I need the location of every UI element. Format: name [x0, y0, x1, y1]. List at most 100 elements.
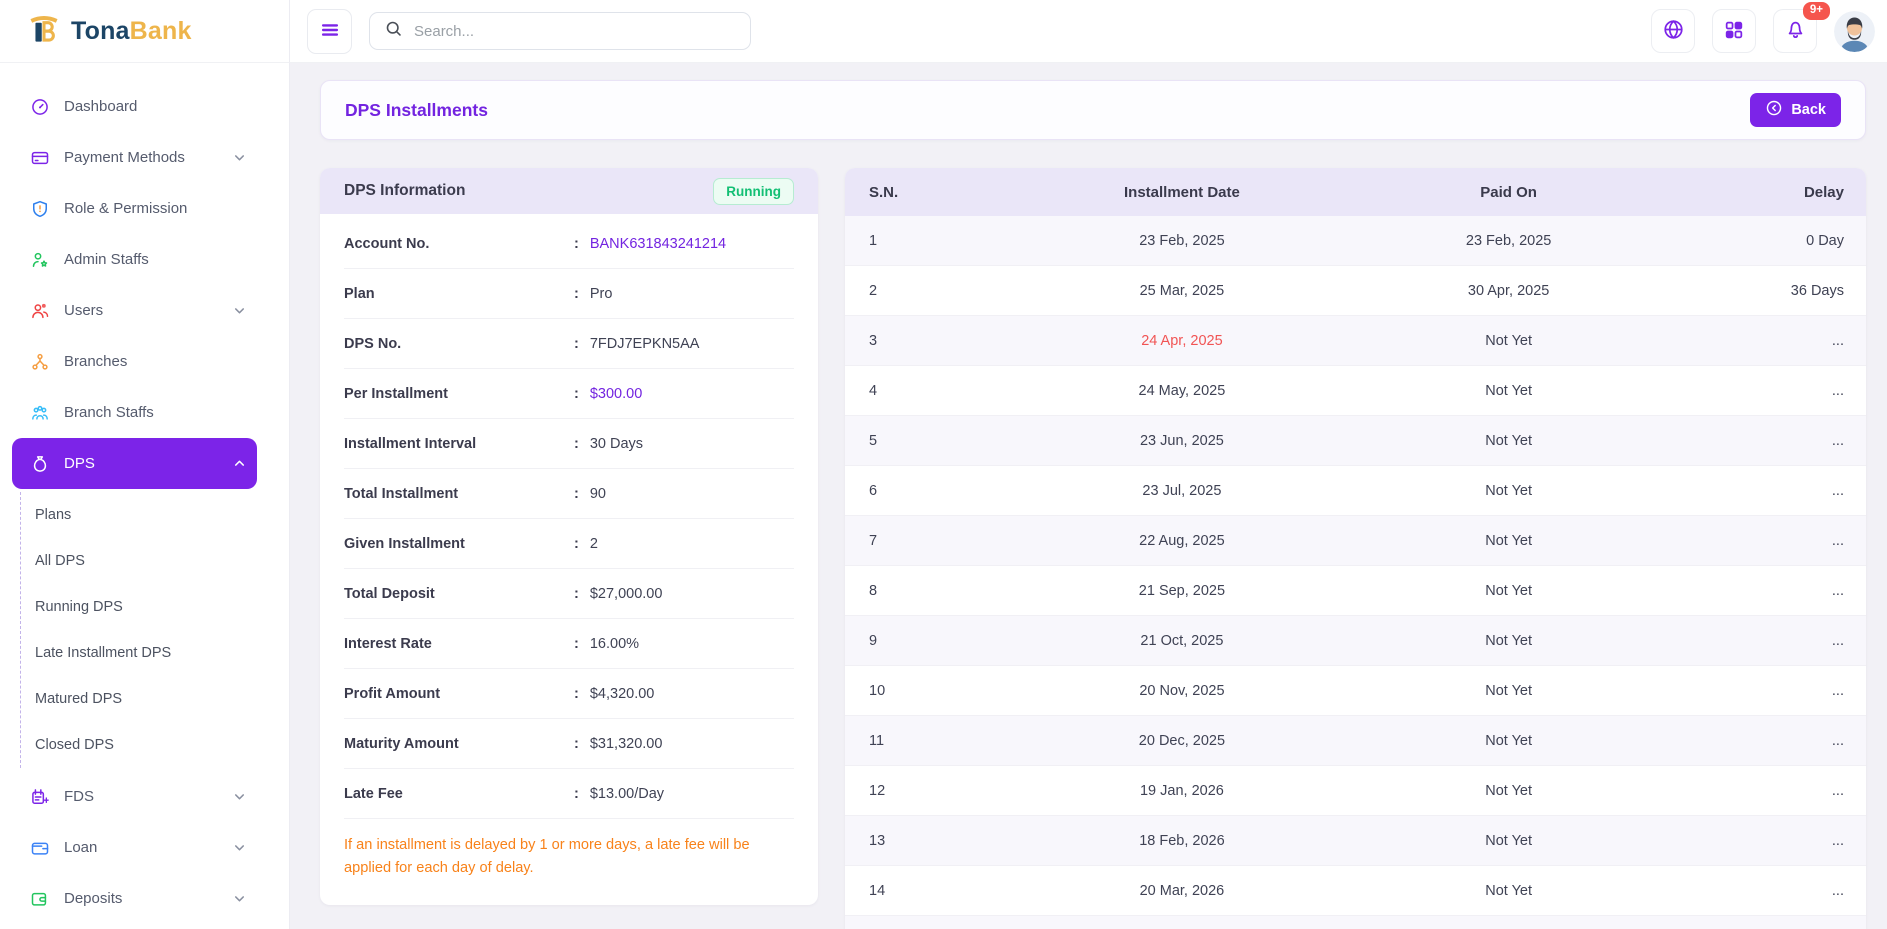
- info-value: $4,320.00: [589, 685, 655, 702]
- table-row: 12 19 Jan, 2026 Not Yet ...: [845, 766, 1866, 816]
- cell-sn: 4: [869, 382, 878, 399]
- dps-information-body: Account No. : BANK631843241214 Plan : Pr…: [320, 214, 818, 819]
- cell-paid-on: Not Yet: [1485, 632, 1533, 649]
- table-row: 14 20 Mar, 2026 Not Yet ...: [845, 866, 1866, 916]
- info-value: Pro: [589, 285, 613, 302]
- cell-delay: ...: [1831, 382, 1844, 399]
- cell-sn: 5: [869, 432, 878, 449]
- info-row: Plan : Pro: [344, 269, 794, 319]
- cell-paid-on: Not Yet: [1485, 682, 1533, 699]
- cell-sn: 10: [869, 682, 886, 699]
- sidebar-subitem-all-dps[interactable]: All DPS: [35, 553, 85, 569]
- brand-name: TonaBank: [71, 16, 192, 45]
- table-body: 1 23 Feb, 2025 23 Feb, 2025 0 Day 2 25 M…: [845, 216, 1866, 916]
- brand-logo[interactable]: TonaBank: [0, 0, 290, 63]
- cell-installment-date: 21 Sep, 2025: [1138, 582, 1226, 599]
- sidebar-toggle-button[interactable]: [307, 8, 352, 54]
- sidebar-item-branches[interactable]: Branches: [12, 336, 257, 387]
- cell-paid-on: Not Yet: [1485, 782, 1533, 799]
- sidebar-item-branch-staffs[interactable]: Branch Staffs: [12, 387, 257, 438]
- back-button[interactable]: Back: [1750, 93, 1841, 127]
- search-input[interactable]: [414, 22, 736, 40]
- dps-information-header: DPS Information Running: [320, 168, 818, 214]
- chevron-down-icon: [232, 303, 247, 318]
- installments-table: S.N. Installment Date Paid On Delay 1 23…: [845, 168, 1866, 929]
- card-title: DPS Information: [344, 182, 466, 199]
- dps-information-card: DPS Information Running Account No. : BA…: [320, 168, 818, 905]
- table-row: 9 21 Oct, 2025 Not Yet ...: [845, 616, 1866, 666]
- cell-delay: ...: [1831, 332, 1844, 349]
- sidebar-subitem-late-installment-dps[interactable]: Late Installment DPS: [35, 645, 172, 661]
- bell-icon: [1784, 18, 1807, 44]
- info-label: Maturity Amount: [344, 735, 459, 752]
- search-box: [369, 12, 751, 50]
- sidebar-item-label: Payment Methods: [64, 149, 185, 166]
- cell-paid-on: Not Yet: [1485, 332, 1533, 349]
- sidebar-item-label: Loan: [64, 839, 98, 856]
- info-label: Given Installment: [344, 535, 465, 552]
- sidebar-item-dashboard[interactable]: Dashboard: [12, 81, 257, 132]
- table-row: 10 20 Nov, 2025 Not Yet ...: [845, 666, 1866, 716]
- apps-menu-button[interactable]: [1712, 9, 1756, 53]
- sidebar-subitem-matured-dps[interactable]: Matured DPS: [35, 691, 123, 707]
- sidebar-item-loan[interactable]: Loan: [12, 822, 257, 873]
- cell-delay: ...: [1831, 682, 1844, 699]
- table-row: 13 18 Feb, 2026 Not Yet ...: [845, 816, 1866, 866]
- sidebar-subitem-closed-dps[interactable]: Closed DPS: [35, 737, 114, 753]
- table-row: 5 23 Jun, 2025 Not Yet ...: [845, 416, 1866, 466]
- dashboard-icon: [30, 97, 50, 117]
- cell-sn: 8: [869, 582, 878, 599]
- sidebar-item-admin-staffs[interactable]: Admin Staffs: [12, 234, 257, 285]
- table-row: 2 25 Mar, 2025 30 Apr, 2025 36 Days: [845, 266, 1866, 316]
- sidebar-subitem-plans[interactable]: Plans: [35, 507, 72, 523]
- network-icon: [30, 352, 50, 372]
- notifications-button[interactable]: 9+: [1773, 2, 1830, 53]
- sidebar-item-label: Branches: [64, 353, 128, 370]
- cell-delay: 36 Days: [1790, 282, 1844, 299]
- language-button[interactable]: [1651, 9, 1695, 53]
- sidebar-item-fds[interactable]: FDS: [12, 771, 257, 822]
- content-row: DPS Information Running Account No. : BA…: [320, 168, 1866, 929]
- sidebar-item-role-permission[interactable]: Role & Permission: [12, 183, 257, 234]
- cell-installment-date: 25 Mar, 2025: [1139, 282, 1225, 299]
- cell-installment-date: 23 Jul, 2025: [1142, 482, 1222, 499]
- sidebar-item-dps[interactable]: DPS: [12, 438, 257, 489]
- users-icon: [30, 301, 50, 321]
- info-row: Maturity Amount : $31,320.00: [344, 719, 794, 769]
- column-header-sn: S.N.: [869, 183, 899, 201]
- sidebar-item-users[interactable]: Users: [12, 285, 257, 336]
- sidebar-item-payment-methods[interactable]: Payment Methods: [12, 132, 257, 183]
- page-header-card: DPS Installments Back: [320, 80, 1866, 140]
- sidebar-item-label: Branch Staffs: [64, 404, 154, 421]
- table-header-row: S.N. Installment Date Paid On Delay: [845, 168, 1866, 216]
- info-label: Account No.: [344, 235, 430, 252]
- info-label: Total Installment: [344, 485, 459, 502]
- cell-paid-on: Not Yet: [1485, 382, 1533, 399]
- apps-grid-icon: [1723, 19, 1745, 44]
- chevron-down-icon: [232, 150, 247, 165]
- cell-paid-on: Not Yet: [1485, 432, 1533, 449]
- sidebar-item-label: DPS: [64, 455, 95, 472]
- sidebar-item-label: Admin Staffs: [64, 251, 149, 268]
- sidebar-subitem-running-dps[interactable]: Running DPS: [35, 599, 123, 615]
- cell-paid-on: Not Yet: [1485, 532, 1533, 549]
- info-value: BANK631843241214: [589, 235, 727, 252]
- info-label: Total Deposit: [344, 585, 435, 602]
- sidebar: Dashboard Payment Methods Role & Permiss…: [0, 63, 290, 929]
- cell-sn: 14: [869, 882, 886, 899]
- user-avatar[interactable]: [1834, 10, 1875, 52]
- table-row: 11 20 Dec, 2025 Not Yet ...: [845, 716, 1866, 766]
- info-row: Given Installment : 2: [344, 519, 794, 569]
- cell-delay: ...: [1831, 582, 1844, 599]
- cell-installment-date: 20 Nov, 2025: [1139, 682, 1225, 699]
- cell-sn: 1: [869, 232, 878, 249]
- cell-installment-date: 20 Mar, 2026: [1139, 882, 1225, 899]
- chevron-down-icon: [232, 840, 247, 855]
- cell-installment-date: 23 Feb, 2025: [1139, 232, 1225, 249]
- cell-paid-on: Not Yet: [1485, 832, 1533, 849]
- credit-card-icon: [30, 148, 50, 168]
- cell-sn: 9: [869, 632, 878, 649]
- info-label: Profit Amount: [344, 685, 441, 702]
- sidebar-item-deposits[interactable]: Deposits: [12, 873, 257, 924]
- sidebar-item-label: FDS: [64, 788, 94, 805]
